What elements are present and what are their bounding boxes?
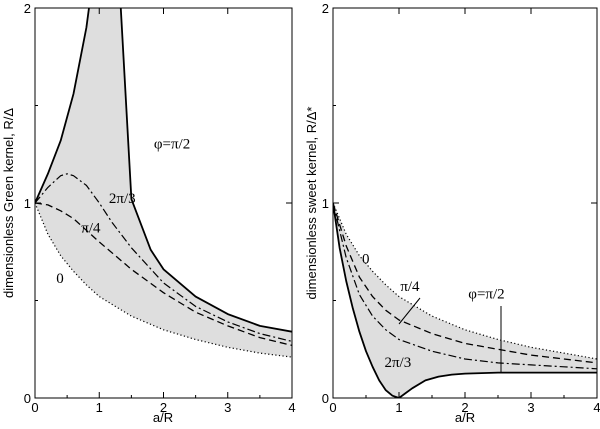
left-y-tick-label: 2 <box>24 1 31 16</box>
left-curve-label-pi-4: π/4 <box>81 220 101 236</box>
left-curve-label-phi-pi-2: φ=π/2 <box>154 136 190 152</box>
right-x-axis-label: a/R <box>455 410 475 425</box>
right-shaded-band <box>333 203 597 398</box>
right-curve-label-2pi-3: 2π/3 <box>384 355 411 371</box>
left-series-pi-4 <box>35 202 292 347</box>
right-series-phi-pi-2 <box>333 202 597 398</box>
left-series-2pi-3 <box>35 173 292 342</box>
left-series-phi-pi-2 <box>35 8 292 333</box>
right-curve-label-pi-4: π/4 <box>400 279 420 295</box>
right-x-tick-label: 0 <box>329 400 336 415</box>
left-x-tick-label: 4 <box>288 400 295 415</box>
right-curve-label-phi-pi-2: φ=π/2 <box>468 287 504 303</box>
left-y-tick-label: 1 <box>24 196 31 211</box>
left-series-0 <box>35 202 292 358</box>
left-x-axis-label: a/R <box>153 410 173 425</box>
left-y-axis-label: dimensionless Green kernel, R/Δ <box>1 108 16 298</box>
right-y-tick-label: 0 <box>322 391 329 406</box>
left-x-tick-label: 2 <box>160 400 167 415</box>
right-curve-label-0: 0 <box>362 251 370 267</box>
right-x-tick-label: 4 <box>593 400 600 415</box>
left-curve-label-0: 0 <box>56 271 64 287</box>
left-x-tick-label: 3 <box>224 400 231 415</box>
pi4-pointer-line <box>398 297 421 325</box>
left-shaded-band <box>35 8 292 358</box>
right-y-tick-label: 1 <box>322 196 329 211</box>
right-y-tick-label: 2 <box>322 1 329 16</box>
right-series-0 <box>333 202 597 360</box>
right-x-tick-label: 1 <box>395 400 402 415</box>
left-x-tick-label: 0 <box>31 400 38 415</box>
right-y-axis-label: dimensionless sweet kernel, R/Δ* <box>304 107 319 300</box>
right-x-tick-label: 2 <box>461 400 468 415</box>
right-series-pi-4 <box>333 202 597 364</box>
left-y-tick-label: 0 <box>24 391 31 406</box>
left-panel: 0 1 2 3 4 0 1 2 φ=π/2 2π/3 π/4 0 a/R dimensionless… <box>1 1 296 425</box>
right-panel: 0 1 2 3 4 0 1 2 0 π/4 2π/3 φ=π/2 a/R dimensionless… <box>304 1 600 425</box>
left-curve-label-2pi-3: 2π/3 <box>109 191 136 207</box>
right-x-tick-label: 3 <box>527 400 534 415</box>
left-x-tick-label: 1 <box>96 400 103 415</box>
